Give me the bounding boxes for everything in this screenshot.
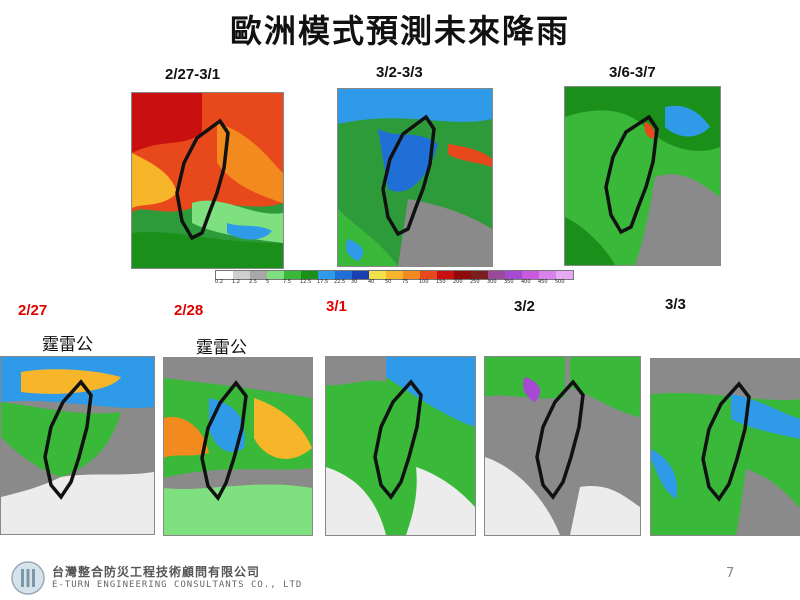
colorbar-tick: 2.5 (249, 279, 257, 285)
rain-map-day-4 (484, 356, 641, 536)
colorbar-tick: 250 (470, 279, 480, 285)
colorbar-swatch (216, 271, 233, 279)
colorbar-swatch (335, 271, 352, 279)
rain-map-period-1 (131, 92, 284, 269)
rain-map-day-1 (0, 356, 155, 535)
colorbar-swatch (318, 271, 335, 279)
rain-map-period-2 (337, 88, 493, 267)
colorbar-swatches (215, 270, 574, 280)
colorbar-swatch (233, 271, 250, 279)
daily-note-2: 霆雷公 (196, 338, 247, 358)
colorbar-tick: 200 (453, 279, 463, 285)
colorbar-tick: 50 (385, 279, 392, 285)
colorbar-tick: 40 (368, 279, 375, 285)
period-label-3: 3/6-3/7 (609, 64, 656, 81)
rain-map-period-3 (564, 86, 721, 266)
period-label-1: 2/27-3/1 (165, 66, 221, 83)
colorbar-ticks: 0.2 1.2 2.5 5 7.5 12.5 17.5 22.5 30 40 50 75 100 150 2… (215, 279, 572, 291)
rainfall-colorbar: 0.2 1.2 2.5 5 7.5 12.5 17.5 22.5 30 40 50 75 100 150 2… (215, 270, 574, 291)
colorbar-tick: 5 (266, 279, 270, 285)
daily-date-3: 3/1 (326, 298, 347, 315)
colorbar-swatch (454, 271, 471, 279)
colorbar-tick: 150 (436, 279, 446, 285)
colorbar-swatch (420, 271, 437, 279)
daily-date-5: 3/3 (665, 296, 686, 313)
colorbar-tick: 1.2 (232, 279, 240, 285)
daily-note-1: 霆雷公 (42, 335, 93, 355)
colorbar-swatch (284, 271, 301, 279)
company-name-en: E-TURN ENGINEERING CONSULTANTS CO., LTD (52, 580, 303, 590)
rain-map-day-5 (650, 358, 800, 536)
colorbar-tick: 12.5 (300, 279, 312, 285)
colorbar-tick: 30 (351, 279, 358, 285)
colorbar-swatch (369, 271, 386, 279)
colorbar-tick: 450 (538, 279, 548, 285)
colorbar-swatch (488, 271, 505, 279)
company-logo (11, 561, 45, 595)
colorbar-swatch (301, 271, 318, 279)
colorbar-tick: 500 (555, 279, 565, 285)
page-number: 7 (726, 566, 735, 581)
colorbar-tick: 400 (521, 279, 531, 285)
colorbar-swatch (505, 271, 522, 279)
colorbar-swatch (556, 271, 573, 279)
rain-map-day-3 (325, 356, 476, 536)
colorbar-swatch (522, 271, 539, 279)
colorbar-swatch (403, 271, 420, 279)
colorbar-swatch (352, 271, 369, 279)
colorbar-swatch (386, 271, 403, 279)
slide-title: 歐洲模式預測未來降雨 (229, 12, 570, 50)
rain-map-day-2 (163, 357, 313, 536)
daily-date-4: 3/2 (514, 298, 535, 315)
colorbar-tick: 7.5 (283, 279, 291, 285)
colorbar-tick: 17.5 (317, 279, 329, 285)
company-name-cn: 台灣整合防災工程技術顧問有限公司 (52, 565, 261, 579)
colorbar-tick: 0.2 (215, 279, 223, 285)
period-label-2: 3/2-3/3 (376, 64, 423, 81)
colorbar-tick: 75 (402, 279, 409, 285)
colorbar-tick: 300 (487, 279, 497, 285)
colorbar-swatch (539, 271, 556, 279)
colorbar-swatch (437, 271, 454, 279)
colorbar-swatch (250, 271, 267, 279)
daily-date-2: 2/28 (174, 302, 204, 319)
colorbar-swatch (267, 271, 284, 279)
colorbar-tick: 100 (419, 279, 429, 285)
colorbar-tick: 350 (504, 279, 514, 285)
colorbar-swatch (471, 271, 488, 279)
colorbar-tick: 22.5 (334, 279, 346, 285)
daily-date-1: 2/27 (18, 302, 48, 319)
